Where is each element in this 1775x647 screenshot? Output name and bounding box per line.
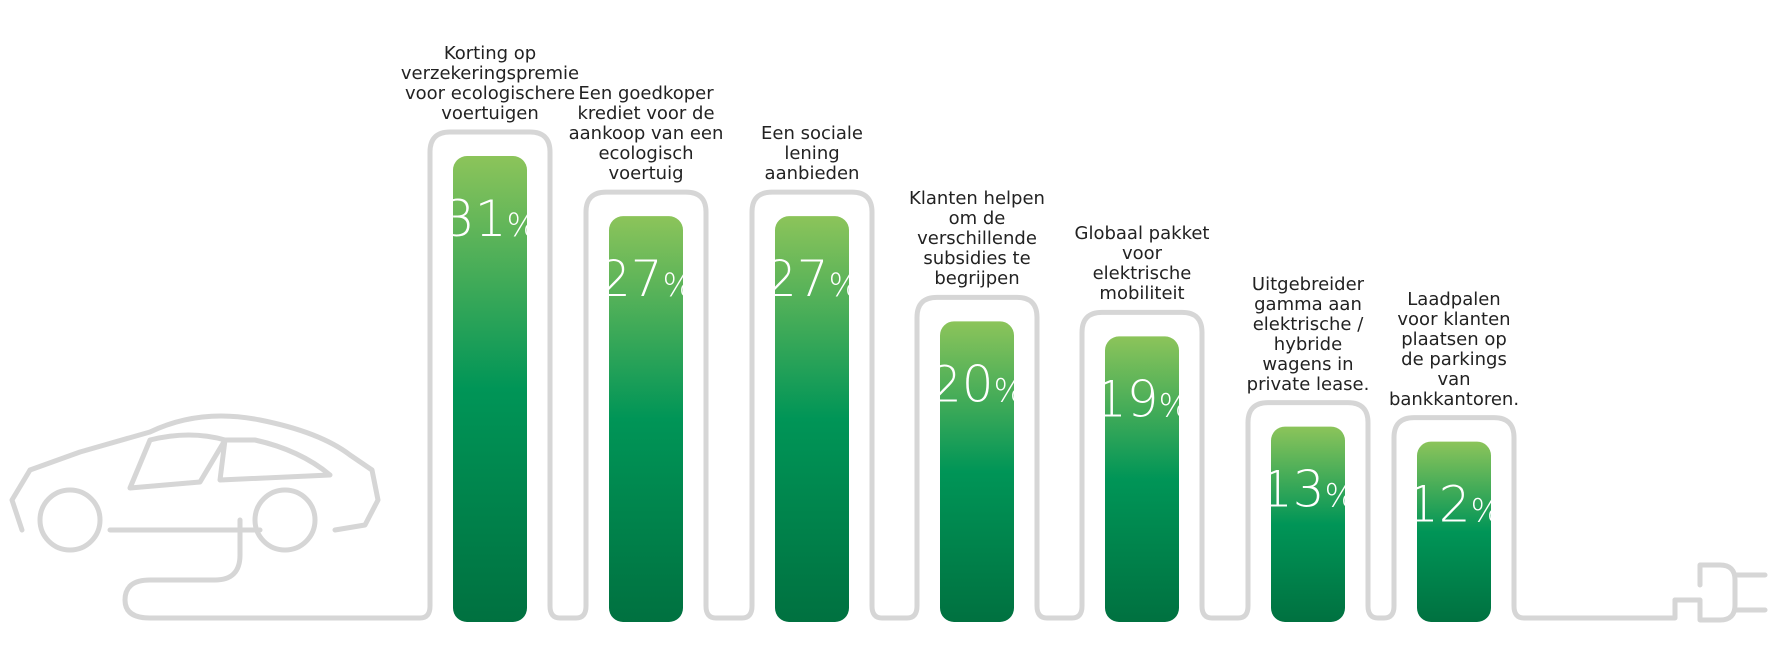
value-number: 20 xyxy=(930,355,994,413)
value-unit: % xyxy=(663,266,693,304)
value-number: 27 xyxy=(599,250,663,308)
value-unit: % xyxy=(1471,492,1501,530)
value-unit: % xyxy=(507,206,537,244)
value-number: 12 xyxy=(1407,476,1471,534)
category-label: Een goedkoper krediet voor de aankoop va… xyxy=(551,84,741,184)
value-unit: % xyxy=(1325,477,1355,515)
chart: 31%27%27%20%19%13%12% Korting op verzeke… xyxy=(0,0,1775,647)
car-illustration xyxy=(12,416,380,618)
value-unit: % xyxy=(829,266,859,304)
category-label: Globaal pakket voor elektrische mobilite… xyxy=(1047,224,1237,304)
value-unit: % xyxy=(994,371,1024,409)
category-label: Een sociale lening aanbieden xyxy=(717,124,907,184)
plug-icon xyxy=(1675,565,1765,620)
category-label: Laadpalen voor klanten plaatsen op de pa… xyxy=(1359,290,1549,410)
value-number: 31 xyxy=(443,190,507,248)
value-unit: % xyxy=(1159,386,1189,424)
bar xyxy=(1271,427,1345,622)
category-label: Klanten helpen om de verschillende subsi… xyxy=(882,189,1072,289)
value-number: 19 xyxy=(1095,370,1159,428)
value-number: 13 xyxy=(1261,461,1325,519)
value-number: 27 xyxy=(765,250,829,308)
